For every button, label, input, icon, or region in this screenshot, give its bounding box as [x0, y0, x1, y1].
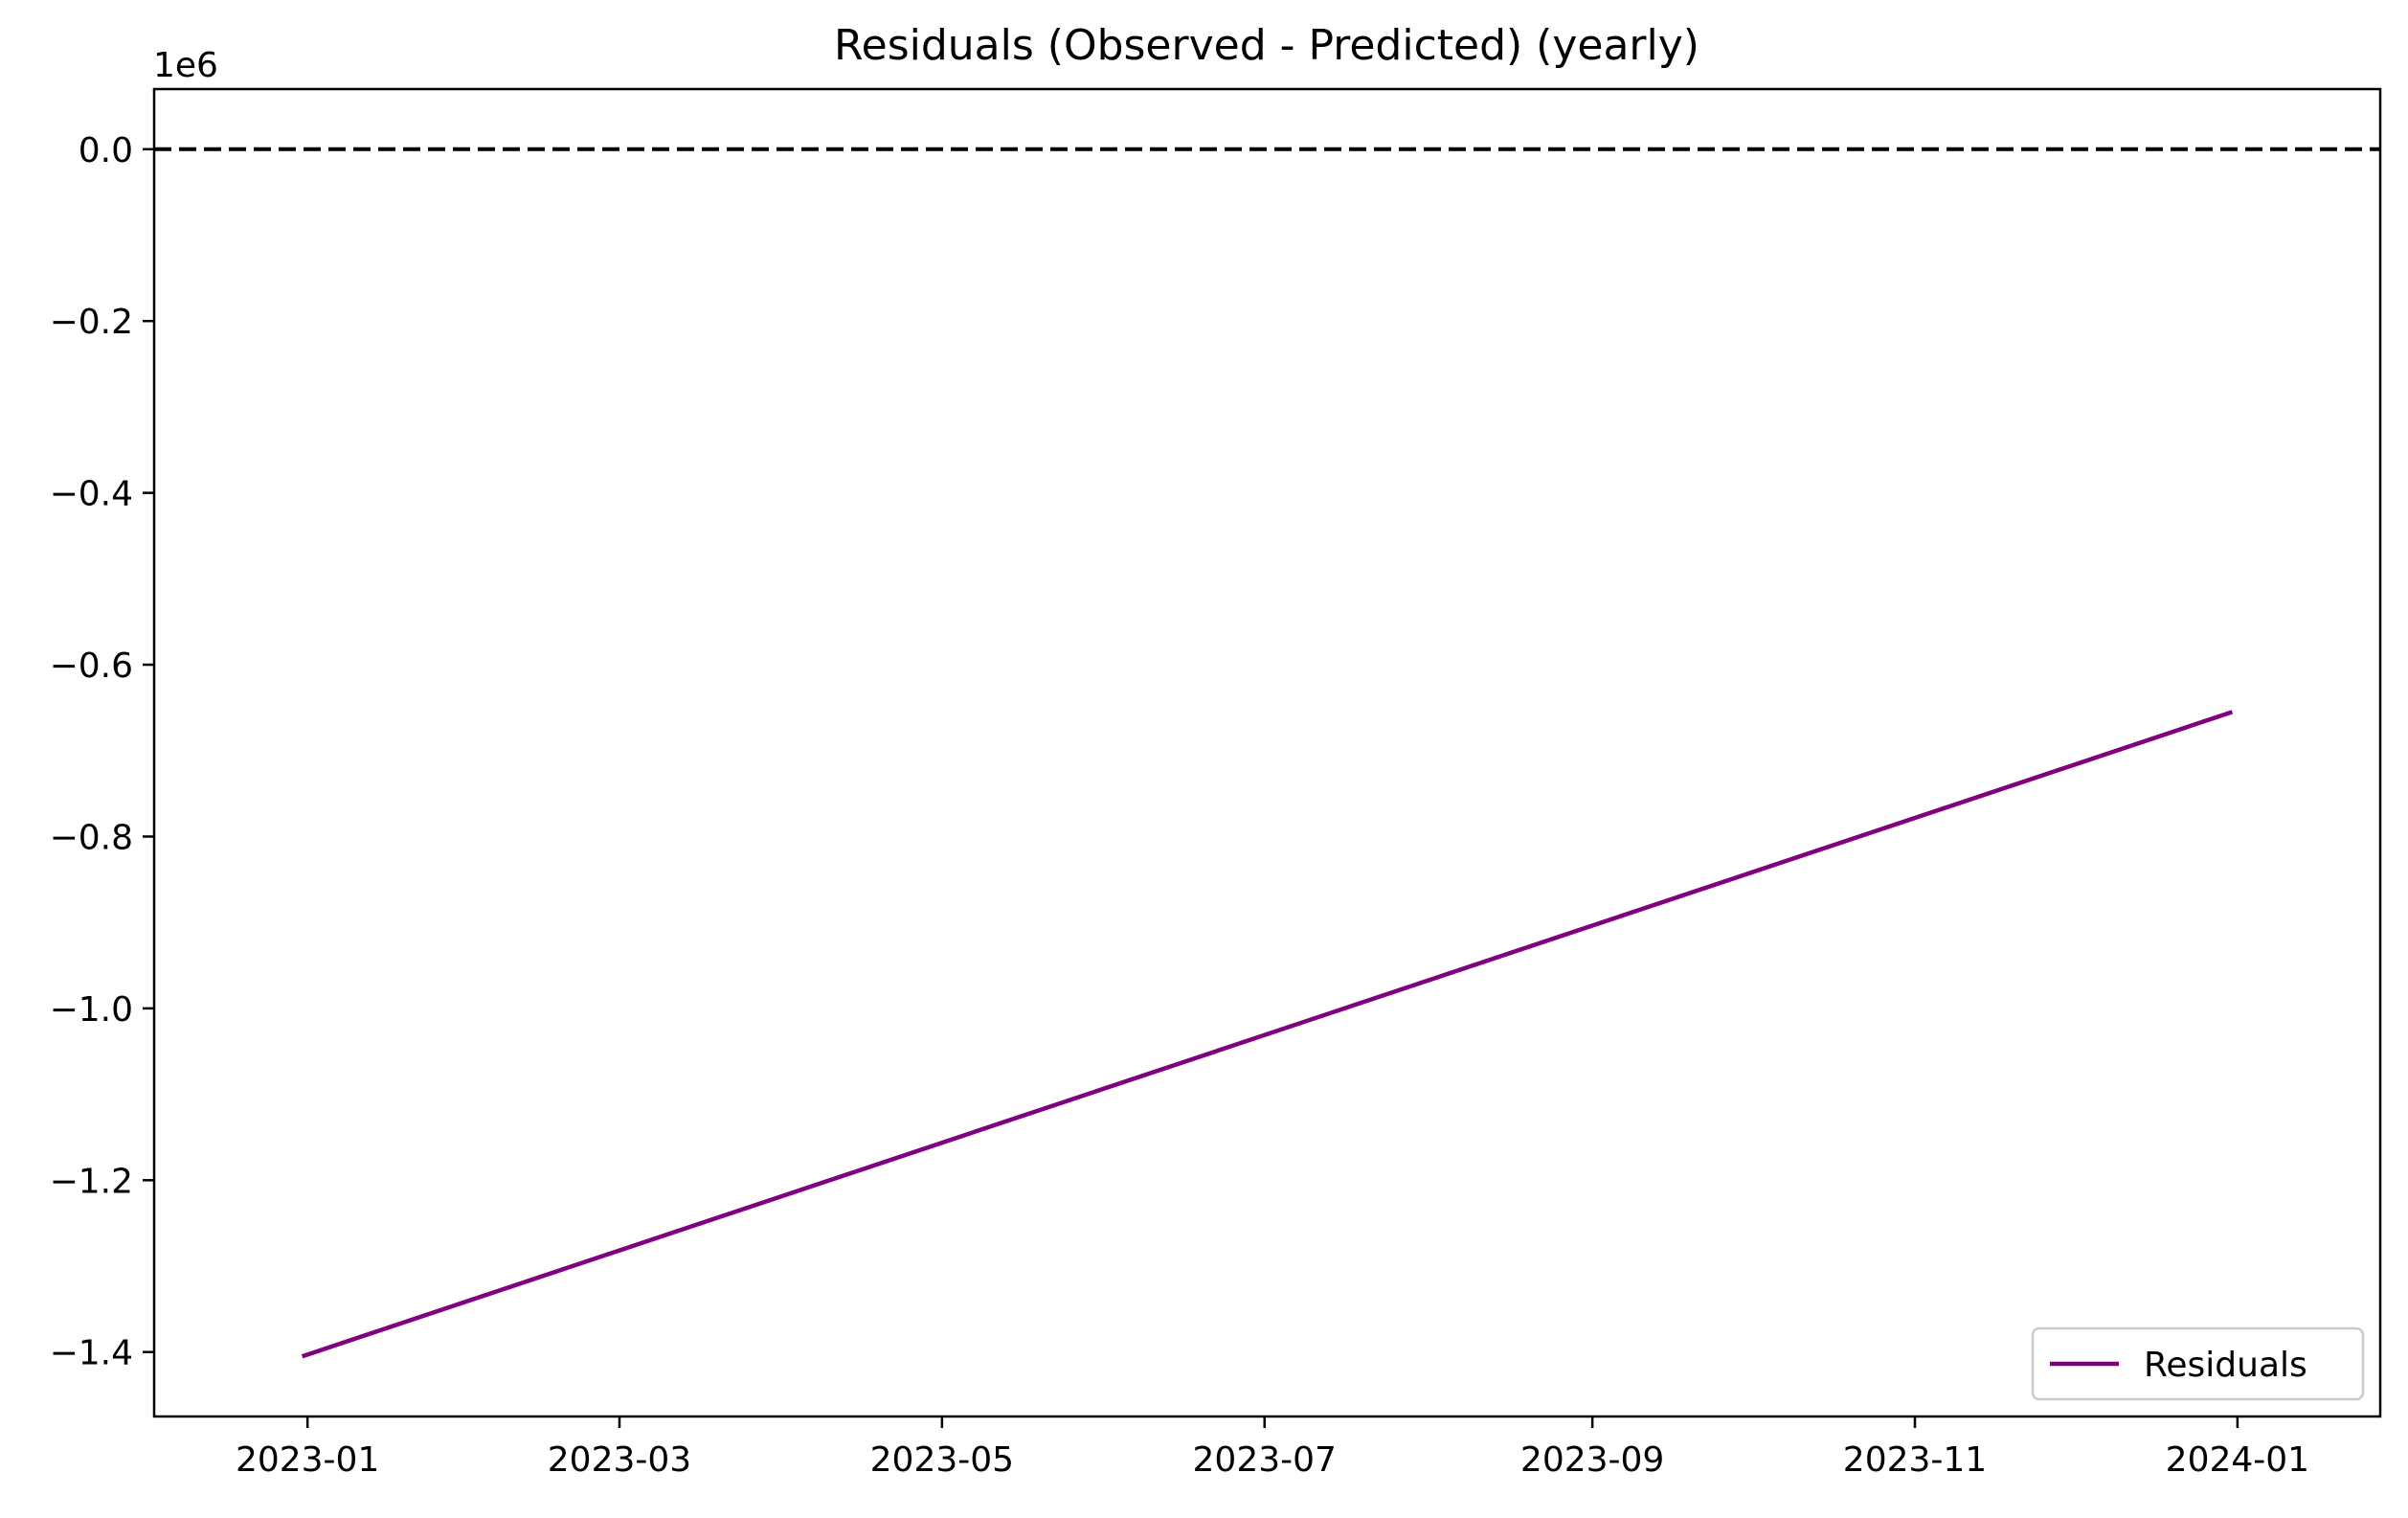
y-tick-label: −0.6	[50, 646, 133, 686]
y-axis-ticks: 0.0 −0.2 −0.4 −0.6 −0.8 −1.0 −1.2 −1.4	[50, 131, 154, 1373]
x-axis-ticks: 2023-01 2023-03 2023-05 2023-07 2023-09 2023-…	[236, 1416, 2309, 1480]
y-tick-label: 0.0	[79, 131, 133, 170]
x-tick-label: 2023-03	[548, 1440, 691, 1480]
y-tick-label: −1.0	[50, 990, 133, 1030]
y-axis-scale-label: 1e6	[153, 46, 218, 85]
y-tick-label: −1.2	[50, 1162, 133, 1201]
x-tick-label: 2023-09	[1520, 1440, 1664, 1480]
plot-frame	[152, 87, 2382, 1418]
x-tick-label: 2024-01	[2166, 1440, 2309, 1480]
x-tick-label: 2023-11	[1843, 1440, 1987, 1480]
x-tick-label: 2023-01	[236, 1440, 379, 1480]
y-tick-label: −0.2	[50, 303, 133, 342]
legend: Residuals	[2031, 1326, 2365, 1401]
y-tick-label: −0.8	[50, 818, 133, 857]
series-line-residuals	[301, 710, 2234, 1359]
y-tick-label: −1.4	[50, 1334, 133, 1373]
x-tick-label: 2023-07	[1193, 1440, 1337, 1480]
series-group	[301, 710, 2234, 1359]
legend-label-residuals: Residuals	[2144, 1346, 2307, 1385]
y-tick-label: −0.4	[50, 475, 133, 514]
chart-title: Residuals (Observed - Predicted) (yearly…	[834, 21, 1699, 70]
x-tick-label: 2023-05	[870, 1440, 1014, 1480]
legend-box	[2031, 1326, 2365, 1401]
